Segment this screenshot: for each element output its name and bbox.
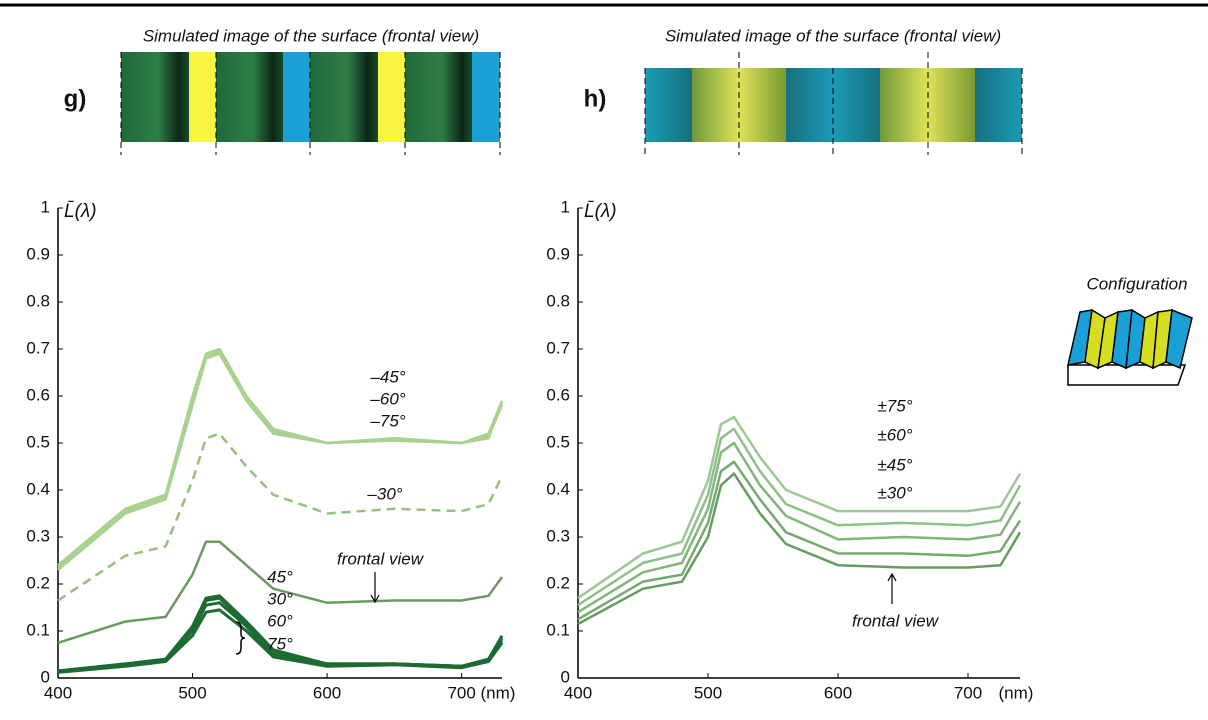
- y-axis-label: L̄(λ): [64, 201, 97, 222]
- arrow-head: [887, 572, 897, 582]
- y-tick-label: 0.7: [26, 338, 50, 357]
- series-line: [57, 540, 504, 644]
- y-tick-label: 0.7: [546, 338, 570, 357]
- series-label: –75°: [369, 411, 405, 430]
- y-tick-label: 0.3: [546, 526, 570, 545]
- y-tick-label: 0.8: [26, 291, 50, 310]
- series-label: 75°: [267, 634, 293, 653]
- brace: [235, 621, 246, 655]
- x-tick-label: 500: [694, 683, 722, 702]
- y-tick-label: 0.8: [546, 291, 570, 310]
- x-tick-label: 700: [447, 683, 475, 702]
- series-label: ±75°: [877, 396, 912, 415]
- series-line: [577, 441, 1022, 614]
- series-label: ±30°: [877, 483, 912, 502]
- series-line: [577, 460, 1022, 621]
- x-tick-label: 400: [564, 683, 592, 702]
- series-line: [57, 347, 504, 567]
- series-line: [577, 415, 1022, 600]
- y-tick-label: 0.4: [26, 479, 50, 498]
- series-line: [57, 350, 504, 569]
- series-label: –45°: [369, 367, 405, 386]
- series-line: [57, 608, 504, 674]
- configuration-icon: [1067, 308, 1193, 386]
- series-label: ±60°: [877, 425, 912, 444]
- series-label: –60°: [369, 389, 405, 408]
- arrow-head: [370, 594, 380, 604]
- panel-label: g): [64, 85, 87, 112]
- y-tick-label: 0: [561, 667, 570, 686]
- strip-h: [644, 52, 1023, 155]
- y-tick-label: 0.3: [26, 526, 50, 545]
- x-tick-label: 600: [313, 683, 341, 702]
- series-label: frontal view: [337, 549, 425, 568]
- x-tick-label: 400: [44, 683, 72, 702]
- series-label: ±45°: [877, 455, 912, 474]
- series-line: [577, 427, 1022, 607]
- y-tick-label: 0.9: [546, 244, 570, 263]
- y-tick-label: 0.5: [26, 432, 50, 451]
- y-tick-label: 0.6: [546, 385, 570, 404]
- y-tick-label: 0.4: [546, 479, 570, 498]
- y-tick-label: 0.1: [546, 620, 570, 639]
- x-axis-label: (nm): [999, 683, 1034, 702]
- x-axis-label: (nm): [481, 683, 516, 702]
- series-label: 60°: [267, 611, 293, 630]
- series-line: [57, 432, 504, 602]
- series-label: frontal view: [852, 611, 940, 630]
- y-tick-label: 0.1: [26, 620, 50, 639]
- configuration-label: Configuration: [1086, 274, 1187, 293]
- y-tick-label: 0.5: [546, 432, 570, 451]
- y-tick-label: 0.6: [26, 385, 50, 404]
- series-label: 30°: [267, 589, 293, 608]
- series-label: 45°: [267, 567, 293, 586]
- x-tick-label: 500: [178, 683, 206, 702]
- y-tick-label: 0.2: [26, 573, 50, 592]
- series-line: [57, 352, 504, 571]
- y-tick-label: 1: [41, 197, 50, 216]
- series-label: –30°: [366, 484, 402, 503]
- image-title: Simulated image of the surface (frontal …: [665, 26, 1001, 45]
- y-axis-label: L̄(λ): [584, 201, 617, 222]
- panel-label: h): [584, 85, 607, 112]
- x-tick-label: 700: [954, 683, 982, 702]
- y-tick-label: 0.9: [26, 244, 50, 263]
- x-tick-label: 600: [824, 683, 852, 702]
- strip-g: [120, 52, 501, 155]
- y-tick-label: 1: [561, 197, 570, 216]
- y-tick-label: 0: [41, 667, 50, 686]
- series-line: [577, 472, 1022, 626]
- y-tick-label: 0.2: [546, 573, 570, 592]
- image-title: Simulated image of the surface (frontal …: [143, 26, 479, 45]
